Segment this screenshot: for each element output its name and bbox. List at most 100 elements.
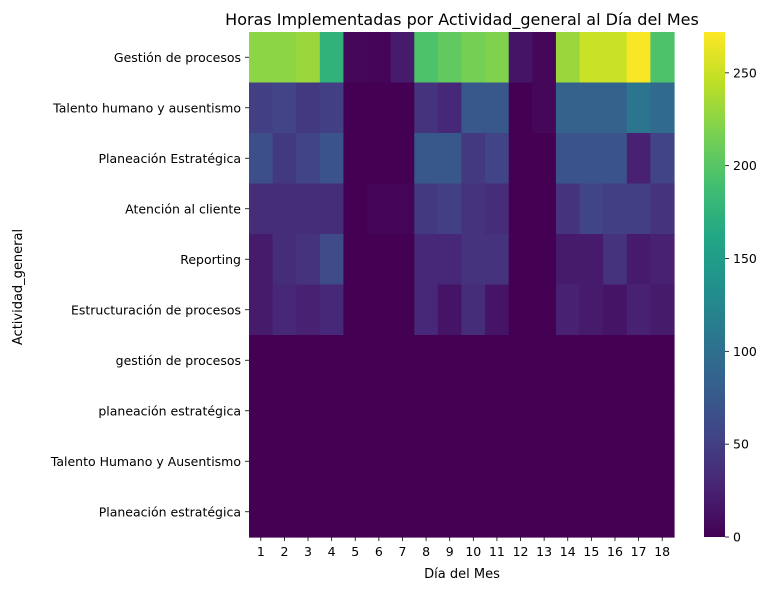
heatmap-cell — [555, 436, 581, 488]
heatmap-cell — [343, 436, 368, 488]
heatmap-cell — [343, 385, 368, 437]
heatmap-cell — [367, 82, 392, 134]
heatmap-cell — [485, 436, 510, 488]
heatmap-cell — [555, 133, 581, 185]
heatmap-cell — [296, 133, 321, 185]
heatmap-cell — [555, 284, 581, 336]
colorbar-tick-label: 250 — [733, 65, 757, 80]
heatmap-cell — [508, 32, 533, 84]
heatmap-cell — [390, 335, 415, 387]
heatmap-cell — [579, 133, 604, 185]
heatmap-cell — [319, 284, 345, 336]
y-tick-label: planeación estratégica — [98, 403, 241, 418]
heatmap-cell — [390, 133, 415, 185]
heatmap-cell — [437, 183, 463, 235]
heatmap-cell — [626, 234, 651, 286]
heatmap-cell — [296, 234, 321, 286]
x-tick-label: 8 — [422, 544, 430, 559]
x-tick-label: 4 — [328, 544, 336, 559]
heatmap-cell — [272, 183, 297, 235]
colorbar-tick-label: 50 — [733, 437, 749, 452]
heatmap-cell — [650, 486, 675, 538]
heatmap-cell — [296, 284, 321, 336]
x-tick-label: 10 — [465, 544, 481, 559]
x-tick-label: 18 — [654, 544, 670, 559]
heatmap-cell — [343, 82, 368, 134]
heatmap-cell — [367, 385, 392, 437]
y-tick-label: Estructuración de procesos — [71, 302, 241, 317]
heatmap-cell — [390, 436, 415, 488]
x-tick-label: 5 — [351, 544, 359, 559]
heatmap-cell — [555, 486, 581, 538]
heatmap-cell — [532, 284, 557, 336]
heatmap-cell — [650, 335, 675, 387]
heatmap-cell — [272, 385, 297, 437]
x-tick-label: 16 — [607, 544, 623, 559]
x-tick-label: 11 — [489, 544, 505, 559]
heatmap-cell — [249, 284, 274, 336]
heatmap-cell — [650, 284, 675, 336]
heatmap-cell — [390, 183, 415, 235]
heatmap-cell — [603, 284, 628, 336]
heatmap-cell — [485, 32, 510, 84]
heatmap-cell — [579, 385, 604, 437]
heatmap-cell — [296, 436, 321, 488]
heatmap-cell — [579, 335, 604, 387]
heatmap-cell — [461, 486, 486, 538]
heatmap-cell — [626, 32, 651, 84]
heatmap-cell — [461, 436, 486, 488]
heatmap-cell — [414, 82, 439, 134]
heatmap-cells — [249, 32, 675, 538]
heatmap-cell — [603, 133, 628, 185]
heatmap-cell — [508, 234, 533, 286]
heatmap-cell — [532, 82, 557, 134]
heatmap-cell — [414, 284, 439, 336]
heatmap-cell — [272, 133, 297, 185]
heatmap-cell — [485, 385, 510, 437]
heatmap-cell — [414, 335, 439, 387]
chart-title: Horas Implementadas por Actividad_genera… — [225, 10, 699, 30]
y-tick-label: Planeación Estratégica — [99, 151, 241, 166]
heatmap-cell — [485, 335, 510, 387]
heatmap-cell — [249, 133, 274, 185]
heatmap-cell — [626, 436, 651, 488]
heatmap-cell — [437, 32, 463, 84]
heatmap-cell — [437, 385, 463, 437]
heatmap-cell — [319, 82, 345, 134]
heatmap-cell — [626, 82, 651, 134]
x-axis-ticks: 1 2 3 4 5 6 7 8 9 10 11 12 13 14 15 16 17 18 — [257, 537, 670, 559]
heatmap-cell — [555, 82, 581, 134]
heatmap-cell — [508, 436, 533, 488]
heatmap-cell — [343, 133, 368, 185]
heatmap-cell — [414, 385, 439, 437]
heatmap-cell — [461, 335, 486, 387]
heatmap-cell — [437, 436, 463, 488]
x-tick-label: 15 — [583, 544, 599, 559]
heatmap-cell — [367, 284, 392, 336]
heatmap-cell — [343, 486, 368, 538]
heatmap-cell — [485, 133, 510, 185]
heatmap-cell — [626, 284, 651, 336]
x-tick-label: 9 — [446, 544, 454, 559]
colorbar: 0 50 100 150 200 250 — [704, 32, 757, 545]
heatmap-cell — [390, 82, 415, 134]
heatmap-cell — [603, 32, 628, 84]
heatmap-cell — [532, 32, 557, 84]
heatmap-cell — [296, 385, 321, 437]
heatmap-cell — [555, 234, 581, 286]
heatmap-cell — [343, 32, 368, 84]
heatmap-cell — [532, 234, 557, 286]
heatmap-cell — [579, 234, 604, 286]
heatmap-cell — [461, 385, 486, 437]
heatmap-cell — [603, 82, 628, 134]
heatmap-cell — [650, 82, 675, 134]
heatmap-cell — [414, 234, 439, 286]
heatmap-cell — [319, 486, 345, 538]
heatmap-cell — [532, 335, 557, 387]
heatmap-cell — [650, 436, 675, 488]
heatmap-cell — [508, 486, 533, 538]
heatmap-cell — [579, 486, 604, 538]
heatmap-cell — [626, 335, 651, 387]
heatmap-cell — [272, 32, 297, 84]
